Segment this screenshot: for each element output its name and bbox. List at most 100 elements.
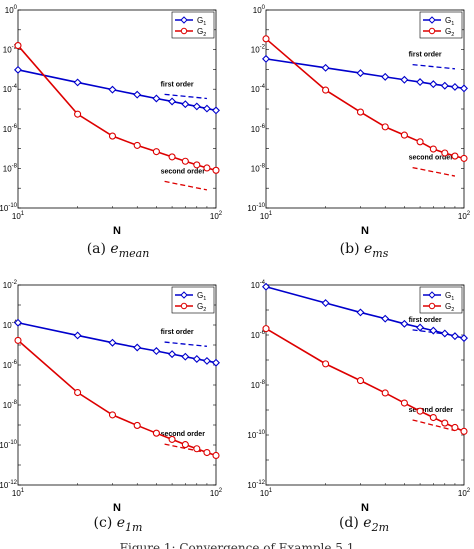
data-point-diamond xyxy=(181,100,190,109)
data-point-diamond xyxy=(212,106,220,115)
data-point-circle xyxy=(168,435,176,443)
data-point-diamond xyxy=(73,331,82,340)
data-point-diamond xyxy=(108,85,117,94)
data-point-diamond xyxy=(14,65,22,74)
data-point-circle xyxy=(441,419,449,427)
panel-caption: (a) emean xyxy=(87,241,150,260)
data-point-diamond xyxy=(460,84,468,93)
data-point-diamond xyxy=(381,314,390,323)
data-point-diamond xyxy=(133,343,142,352)
data-point-diamond xyxy=(356,308,365,317)
plot-frame xyxy=(265,284,465,486)
reference-line-second-order xyxy=(164,180,208,191)
data-point-diamond xyxy=(212,358,220,367)
x-tick-label: 101 xyxy=(260,211,273,221)
panel-caption: (b) ems xyxy=(340,241,389,260)
legend-box xyxy=(419,11,463,39)
reference-line-label: first order xyxy=(409,317,442,324)
x-tick-label: 102 xyxy=(458,488,471,498)
data-point-diamond xyxy=(400,319,409,328)
data-point-circle xyxy=(152,429,160,437)
data-point-circle xyxy=(356,377,365,385)
data-point-diamond xyxy=(262,282,270,291)
data-point-diamond xyxy=(168,350,177,359)
y-tick-label: 10-12 xyxy=(247,480,265,490)
data-point-circle xyxy=(460,154,468,162)
reference-line-label: second order xyxy=(409,407,454,414)
y-tick-label: 10-10 xyxy=(0,203,18,213)
data-point-diamond xyxy=(152,347,161,355)
data-point-diamond xyxy=(202,104,211,113)
y-tick-label: 10-12 xyxy=(0,480,18,490)
data-point-circle xyxy=(451,423,459,432)
legend-marker-diamond xyxy=(428,16,436,24)
reference-line-label: second order xyxy=(161,431,206,438)
data-point-circle xyxy=(203,164,211,172)
data-point-diamond xyxy=(108,338,117,347)
series-line-g2 xyxy=(265,38,465,160)
legend-marker-circle xyxy=(428,302,436,310)
legend-marker-diamond xyxy=(180,291,188,299)
x-tick-label: 102 xyxy=(210,211,223,221)
series-line-g1 xyxy=(265,285,465,339)
data-point-circle xyxy=(416,138,424,146)
data-point-diamond xyxy=(356,69,365,78)
x-tick-label: 101 xyxy=(260,488,273,498)
y-tick-label: 10-6 xyxy=(251,330,266,340)
legend-box xyxy=(171,286,215,314)
x-tick-label: 102 xyxy=(458,211,471,221)
legend-entry-label: G1 xyxy=(445,16,454,27)
x-tick-label: 102 xyxy=(210,488,223,498)
data-point-circle xyxy=(262,35,270,43)
data-point-circle xyxy=(203,448,211,457)
data-point-diamond xyxy=(416,78,425,87)
reference-line-label: first order xyxy=(409,52,442,59)
data-point-circle xyxy=(133,421,141,429)
y-tick-label: 10-6 xyxy=(251,124,266,134)
x-axis-label: N xyxy=(113,502,121,514)
data-point-diamond xyxy=(416,323,425,332)
data-point-circle xyxy=(193,445,201,453)
legend-marker-circle xyxy=(428,27,436,35)
legend-box xyxy=(171,11,215,39)
plot-frame xyxy=(17,284,217,486)
data-point-circle xyxy=(152,148,160,156)
reference-line-second-order xyxy=(164,443,208,454)
x-tick-label: 101 xyxy=(12,211,25,221)
data-point-diamond xyxy=(321,63,330,72)
legend-marker-circle xyxy=(180,302,188,310)
panel-caption: (c) e1m xyxy=(94,515,143,534)
reference-line-first-order xyxy=(164,341,208,347)
data-point-diamond xyxy=(450,332,459,341)
data-point-diamond xyxy=(429,80,438,89)
x-tick-label: 101 xyxy=(12,488,25,498)
data-point-circle xyxy=(212,451,220,460)
data-point-circle xyxy=(74,110,82,118)
data-point-circle xyxy=(400,399,408,407)
panel-caption: (d) e2m xyxy=(339,515,389,534)
legend-entry-label: G2 xyxy=(197,302,206,313)
reference-line-label: second order xyxy=(161,168,206,175)
data-point-diamond xyxy=(450,82,459,91)
series-line-g1 xyxy=(17,69,217,112)
data-point-diamond xyxy=(429,326,438,335)
data-point-circle xyxy=(429,145,437,153)
data-point-diamond xyxy=(133,90,142,99)
legend-entry-label: G1 xyxy=(197,291,206,302)
data-point-diamond xyxy=(440,81,449,90)
data-point-diamond xyxy=(440,329,449,338)
data-point-circle xyxy=(181,441,189,449)
plot-frame xyxy=(265,9,465,209)
data-point-circle xyxy=(212,166,220,174)
y-tick-label: 10-2 xyxy=(3,45,18,55)
data-point-circle xyxy=(460,427,468,435)
data-point-circle xyxy=(133,141,141,149)
data-point-circle xyxy=(400,131,408,139)
data-point-circle xyxy=(74,388,82,397)
data-point-circle xyxy=(14,336,22,344)
reference-line-first-order xyxy=(164,93,208,100)
